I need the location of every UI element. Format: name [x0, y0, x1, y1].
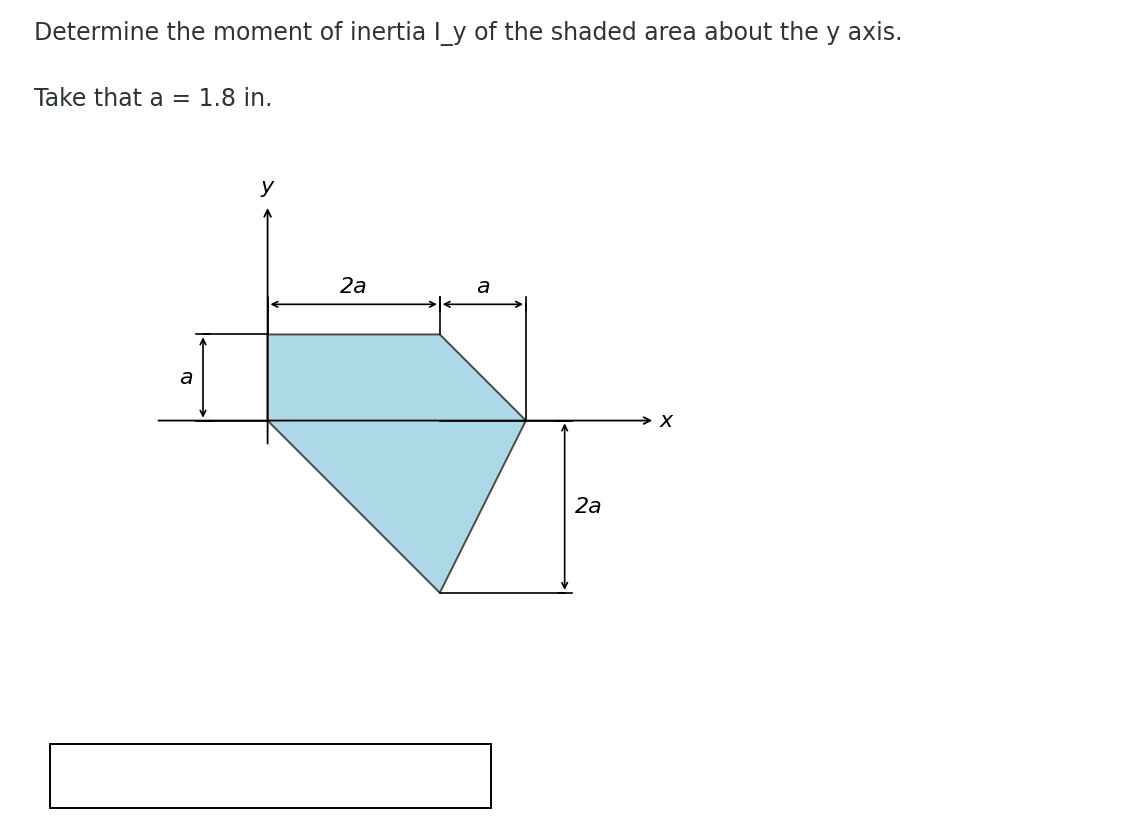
Text: Determine the moment of inertia I_y of the shaded area about the y axis.: Determine the moment of inertia I_y of t… [34, 21, 902, 45]
Text: Take that a = 1.8 in.: Take that a = 1.8 in. [34, 87, 272, 111]
Text: 2a: 2a [340, 277, 367, 297]
Text: x: x [660, 411, 672, 430]
FancyBboxPatch shape [50, 744, 491, 808]
Text: a: a [476, 277, 490, 297]
Text: a: a [179, 368, 193, 387]
Polygon shape [268, 335, 526, 593]
Text: 2a: 2a [575, 496, 602, 517]
Text: y: y [261, 177, 274, 197]
